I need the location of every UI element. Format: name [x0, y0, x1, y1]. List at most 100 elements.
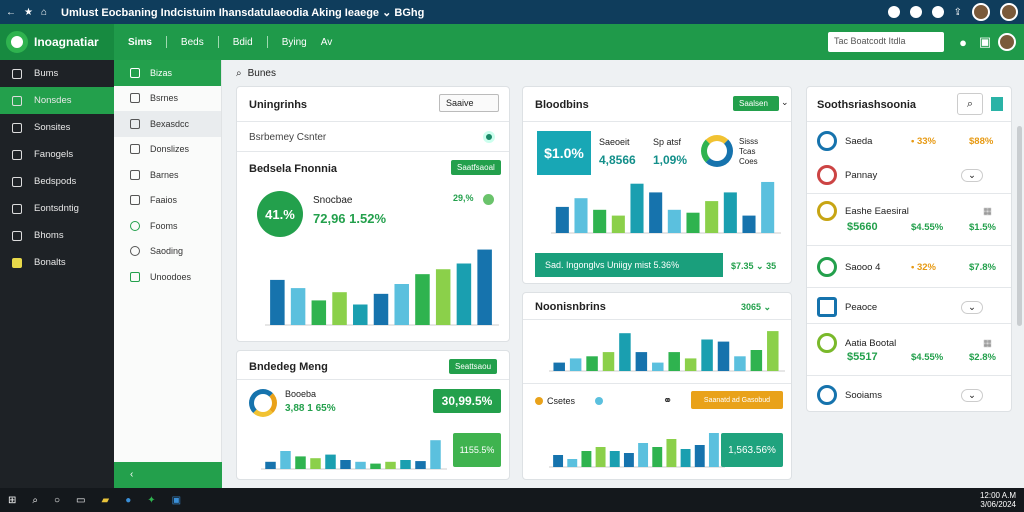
subnav-item[interactable]: Bsrnes	[114, 86, 221, 112]
filter-button[interactable]: Saalsen	[733, 96, 779, 111]
info-icon[interactable]	[483, 194, 494, 205]
search-input[interactable]: Tac Boatcodt Itdla	[828, 32, 944, 52]
back-icon[interactable]: ←	[6, 6, 16, 18]
share-icon[interactable]: ⇪	[953, 6, 962, 18]
chart-bar	[630, 183, 644, 233]
sidebar-item[interactable]: Bums	[0, 60, 114, 87]
notification-icon[interactable]	[887, 6, 900, 18]
brand[interactable]: Inoagnatiar	[0, 24, 114, 60]
sidebar-item[interactable]: Fanogels	[0, 141, 114, 168]
chart-bar	[370, 463, 381, 469]
table-icon[interactable]: ▦	[983, 337, 992, 349]
subnav-item[interactable]: Fooms	[114, 213, 221, 239]
chevron-down-icon[interactable]: ⌄	[961, 300, 983, 314]
chart-bar	[553, 362, 565, 371]
tab-bying[interactable]: Bying	[281, 36, 307, 48]
divider	[217, 36, 219, 48]
subnav-item[interactable]: Faaios	[114, 188, 221, 214]
chart-bar	[400, 460, 411, 469]
budget-card: Bndedeg Meng Seattsaou Booeba 3,88 1 65%…	[236, 350, 510, 480]
home-icon[interactable]: ⌂	[40, 6, 48, 18]
box-icon	[12, 176, 22, 187]
period-select[interactable]: Saaive	[439, 94, 499, 112]
tab-av[interactable]: Av	[320, 36, 333, 48]
sidebar-item-active[interactable]: Nonsdes	[0, 87, 114, 114]
divider	[807, 121, 1011, 122]
tab-sims[interactable]: Sims	[128, 36, 152, 48]
chevron-down-icon[interactable]: ⌄	[961, 168, 983, 182]
chart-icon	[12, 95, 22, 106]
search-button[interactable]: ⌕	[957, 93, 983, 115]
list-item[interactable]: Saeda • 33% $88%	[817, 131, 1001, 151]
list-item[interactable]: Aatia Bootal ▦	[817, 333, 1001, 353]
subnav-item[interactable]: Unoodoes	[114, 264, 221, 290]
chevron-down-icon[interactable]: ⌄	[781, 97, 789, 107]
list-item[interactable]: Pannay ⌄	[817, 165, 1001, 185]
subnav-item[interactable]: Barnes	[114, 162, 221, 188]
subnav-item[interactable]: Bexasdcc	[114, 111, 221, 137]
overview-card: Uningrinhs Saaive Bsrbemey Csnter Bedsel…	[236, 86, 510, 342]
bar-chart	[551, 181, 781, 234]
cortana-icon[interactable]: ○	[54, 494, 61, 506]
legend: Sisss Tcas Coes	[739, 137, 759, 166]
scrollbar[interactable]	[1017, 126, 1022, 326]
filter-button[interactable]: Seattsaou	[449, 359, 498, 374]
chart-bar	[581, 451, 592, 467]
subnav-item[interactable]: Donslizes	[114, 137, 221, 163]
person-icon	[817, 297, 837, 317]
brand-name: Inoagnatiar	[34, 35, 99, 49]
chevron-down-icon[interactable]: ⌄	[961, 388, 983, 402]
subnav-item-active[interactable]: Bizas	[114, 60, 221, 86]
sidebar-item[interactable]: Bhoms	[0, 222, 114, 249]
report-icon	[12, 230, 22, 241]
table-icon[interactable]: ▦	[983, 205, 992, 217]
task-view-icon[interactable]: ▭	[76, 494, 86, 506]
search-icon[interactable]: ⌕	[32, 494, 38, 506]
chart-bar	[708, 433, 719, 467]
sidebar-item[interactable]: Eontsdntig	[0, 195, 114, 222]
star-icon[interactable]: ★	[24, 6, 33, 18]
user-avatar[interactable]	[996, 31, 1018, 53]
footer-banner: Sad. Ingonglvs Uniigy mist 5.36%	[535, 253, 723, 277]
shield-icon	[130, 271, 140, 282]
divider	[165, 36, 167, 48]
search-icon[interactable]: ●	[959, 34, 967, 50]
system-clock[interactable]: 12:00 A.M 3/06/2024	[979, 491, 1016, 509]
status-dot-icon[interactable]	[483, 131, 495, 143]
sidebar-item[interactable]: Bonalts	[0, 249, 114, 276]
filter-button[interactable]: Saatfsaoal	[451, 160, 501, 175]
metric-label: Booeba	[285, 389, 317, 399]
sidebar-item[interactable]: Sonsites	[0, 114, 114, 141]
chart-bar	[667, 209, 681, 233]
bar-chart	[549, 331, 785, 372]
tab-bdid[interactable]: Bdid	[232, 36, 253, 48]
subnav-collapse-button[interactable]: ‹	[114, 462, 222, 488]
browser-icon[interactable]: ●	[125, 494, 132, 506]
store-icon[interactable]: ▣	[171, 494, 182, 506]
chart-bar	[290, 288, 306, 325]
list-item[interactable]: Saooo 4 • 32% $7.8%	[817, 257, 1001, 277]
avatar[interactable]	[972, 3, 990, 21]
sidebar-item[interactable]: Bedspods	[0, 168, 114, 195]
search-icon[interactable]: ⌕	[236, 68, 242, 79]
teal-action-icon[interactable]	[991, 97, 1003, 111]
windows-icon[interactable]: ⊞	[8, 494, 17, 506]
avatar-2[interactable]	[1000, 3, 1018, 21]
link-icon[interactable]: ⚭	[663, 395, 673, 407]
chart-bar	[652, 362, 664, 371]
list-item[interactable]: Eashe Eaesiral ▦	[817, 201, 1001, 221]
blue-dot-icon	[595, 397, 603, 405]
globe-icon	[12, 203, 22, 214]
tab-beds[interactable]: Beds	[180, 36, 204, 48]
app-icon[interactable]: ✦	[147, 494, 156, 506]
chart-bar	[456, 263, 472, 325]
settings-icon[interactable]	[909, 6, 922, 18]
file-explorer-icon[interactable]: ▰	[101, 494, 110, 506]
list-item[interactable]: Sooiams ⌄	[817, 385, 1001, 405]
subnav-item[interactable]: Saoding	[114, 239, 221, 265]
info-icon[interactable]	[931, 6, 944, 18]
bell-icon[interactable]: ▣	[978, 34, 992, 49]
action-button[interactable]: Saanatd ad Gasobud	[691, 391, 783, 409]
list-item[interactable]: Peaoce ⌄	[817, 297, 1001, 317]
chart-bar	[265, 461, 276, 469]
